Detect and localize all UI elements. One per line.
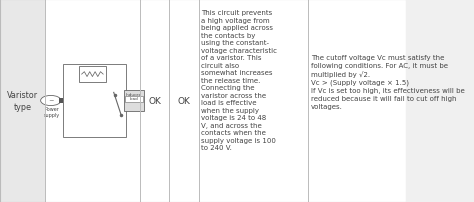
Bar: [125, 97, 143, 102]
Bar: [140, 0, 199, 202]
Text: OK: OK: [178, 97, 191, 105]
Bar: [63, 65, 126, 137]
Text: Varistor
type: Varistor type: [7, 91, 38, 111]
Bar: [199, 0, 308, 202]
Text: The cutoff voltage Vc must satisfy the
following conditions. For AC, it must be
: The cutoff voltage Vc must satisfy the f…: [311, 55, 465, 110]
Bar: [124, 91, 144, 111]
Text: Power
supply: Power supply: [44, 107, 60, 117]
Bar: [59, 98, 63, 104]
Text: This circuit prevents
a high voltage from
being applied across
the contacts by
u: This circuit prevents a high voltage fro…: [201, 10, 277, 150]
Bar: [0, 0, 45, 202]
Bar: [79, 67, 106, 83]
Bar: [308, 0, 406, 202]
Text: OK: OK: [148, 97, 161, 105]
Bar: [45, 0, 140, 202]
Text: Induced
load: Induced load: [126, 93, 142, 101]
Text: ~: ~: [48, 97, 54, 103]
Circle shape: [41, 96, 61, 106]
